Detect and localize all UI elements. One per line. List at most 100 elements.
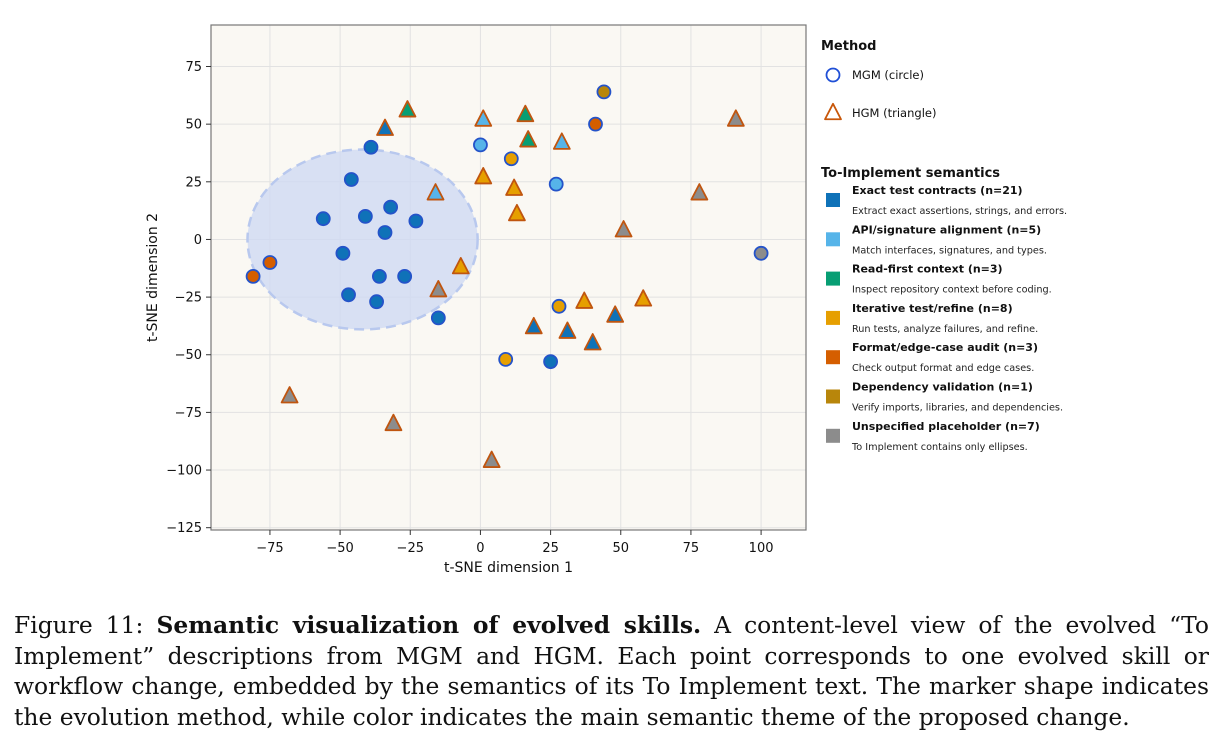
hgm-point-api: [474, 109, 493, 127]
figure-caption: Figure 11: Semantic visualization of evo…: [14, 610, 1209, 732]
mgm-point-iter: [503, 151, 519, 167]
semantic-swatch-unspec: [826, 428, 840, 443]
x-tick-label: 100: [749, 541, 774, 556]
mgm-point-exact: [371, 268, 387, 284]
semantic-desc-format: Check output format and edge cases.: [852, 363, 1034, 374]
y-axis-label: t-SNE dimension 2: [145, 213, 161, 342]
mgm-point-format: [262, 255, 278, 270]
hgm-point-unspec: [429, 280, 448, 298]
mgm-point-exact: [430, 310, 446, 326]
semantic-label-api: API/signature alignment (n=5): [852, 223, 1041, 236]
mgm-point-dep: [596, 84, 612, 100]
semantic-desc-unspec: To Implement contains only ellipses.: [851, 442, 1028, 453]
hgm-point-unspec: [614, 220, 633, 238]
plot-frame: [210, 24, 807, 531]
y-tick-label: 75: [185, 60, 202, 75]
mgm-point-exact: [397, 268, 413, 284]
semantic-swatch-api: [826, 232, 840, 247]
hgm-point-iter: [474, 167, 493, 185]
x-tick-label: −50: [326, 541, 353, 556]
x-tick-label: 25: [542, 541, 559, 556]
mgm-point-exact: [543, 354, 558, 370]
y-tick-label: 0: [194, 233, 202, 248]
hgm-point-read: [398, 100, 417, 118]
hgm-point-exact: [524, 316, 543, 335]
x-tick-label: 75: [683, 541, 700, 556]
hgm-point-iter: [451, 256, 470, 275]
x-tick-label: 0: [476, 541, 484, 556]
mgm-point-exact: [343, 172, 359, 187]
mgm-point-exact: [383, 199, 399, 215]
hgm-point-api: [426, 183, 445, 201]
semantic-swatch-exact: [826, 193, 840, 207]
hgm-point-unspec: [384, 413, 403, 432]
mgm-point-format: [588, 116, 603, 132]
mgm-point-iter: [498, 351, 514, 367]
semantic-desc-iter: Run tests, analyze failures, and refine.: [852, 324, 1038, 335]
caption-label: Figure 11:: [14, 611, 144, 639]
semantic-desc-exact: Extract exact assertions, strings, and e…: [852, 206, 1067, 217]
method-legend-marker-triangle: [824, 102, 842, 121]
mgm-point-exact: [369, 294, 384, 310]
hgm-point-unspec: [690, 183, 709, 201]
y-tick-label: −125: [166, 521, 202, 536]
semantic-label-unspec: Unspecified placeholder (n=7): [852, 420, 1040, 433]
semantic-desc-dep: Verify imports, libraries, and dependenc…: [852, 403, 1063, 414]
semantic-legend-title: To-Implement semantics: [821, 166, 1000, 181]
semantic-label-read: Read-first context (n=3): [852, 263, 1003, 276]
semantic-label-format: Format/edge-case audit (n=3): [852, 341, 1038, 354]
hgm-point-exact: [583, 333, 602, 351]
semantic-label-exact: Exact test contracts (n=21): [852, 184, 1023, 197]
caption-body: A content-level view of the evolved “To …: [14, 611, 1210, 731]
mgm-point-exact: [335, 245, 351, 261]
y-tick-label: −50: [175, 348, 202, 363]
mgm-point-unspec: [753, 245, 769, 261]
hgm-point-exact: [376, 118, 394, 136]
hgm-point-read: [516, 104, 535, 123]
x-tick-label: 50: [612, 541, 629, 556]
hgm-point-unspec: [280, 386, 299, 404]
y-tick-label: −75: [175, 406, 202, 421]
method-legend-marker-circle: [825, 67, 841, 83]
hgm-point-exact: [606, 305, 625, 323]
semantic-swatch-read: [826, 271, 840, 286]
semantic-swatch-format: [826, 350, 840, 365]
hgm-point-iter: [575, 291, 594, 309]
semantic-desc-api: Match interfaces, signatures, and types.: [852, 245, 1047, 256]
y-tick-label: 50: [185, 118, 202, 133]
hgm-point-read: [519, 130, 538, 148]
x-tick-label: −75: [256, 541, 283, 556]
hgm-point-exact: [558, 321, 577, 339]
semantic-desc-read: Inspect repository context before coding…: [852, 285, 1052, 296]
mgm-point-api: [473, 137, 488, 153]
y-tick-label: −100: [166, 464, 202, 479]
mgm-point-iter: [551, 298, 567, 314]
hgm-point-iter: [634, 289, 653, 307]
hgm-point-api: [552, 132, 571, 150]
semantic-label-dep: Dependency validation (n=1): [852, 381, 1033, 394]
mgm-point-exact: [363, 139, 379, 155]
hgm-point-unspec: [482, 450, 501, 468]
hgm-point-iter: [505, 178, 524, 196]
mgm-point-exact: [315, 211, 331, 227]
mgm-point-exact: [341, 287, 356, 303]
y-tick-label: −25: [175, 291, 202, 306]
method-legend-label: MGM (circle): [852, 68, 924, 82]
chart-figure: −75 −50 −25 0 25 50 75 100 75 50 25 0 −25 −50 −75 −100 −…: [145, 24, 1067, 576]
mgm-point-format: [245, 268, 261, 284]
mgm-point-exact: [357, 208, 373, 224]
x-tick-label: −25: [397, 541, 424, 556]
mgm-point-exact: [408, 213, 424, 229]
semantic-label-iter: Iterative test/refine (n=8): [852, 302, 1013, 315]
method-legend-title: Method: [821, 39, 876, 54]
cluster-ellipse: [246, 148, 479, 331]
hgm-point-iter: [508, 203, 526, 222]
y-tick-label: 25: [185, 175, 202, 190]
x-axis-label: t-SNE dimension 1: [444, 560, 573, 576]
plot-area: −75 −50 −25 0 25 50 75 100 75 50 25 0 −25 −50 −75 −100 −…: [145, 24, 807, 576]
mgm-point-api: [548, 176, 564, 192]
semantic-swatch-iter: [826, 310, 840, 325]
method-legend-label: HGM (triangle): [852, 106, 936, 120]
semantic-swatch-dep: [826, 389, 840, 404]
legend: Method MGM (circle) HGM (triangle) To-Imple…: [821, 39, 1067, 453]
